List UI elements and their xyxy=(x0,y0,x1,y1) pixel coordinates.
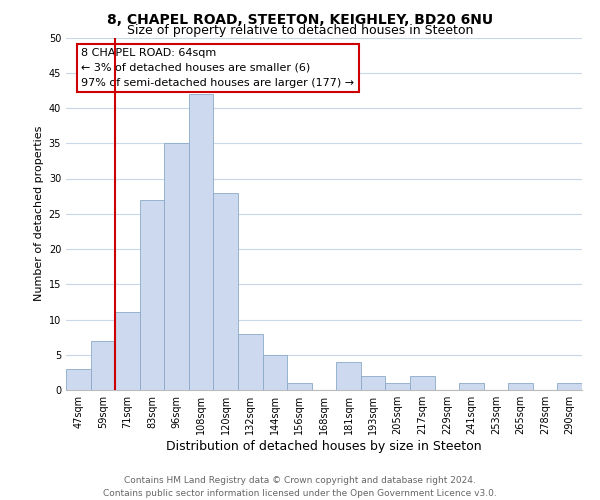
Y-axis label: Number of detached properties: Number of detached properties xyxy=(34,126,44,302)
Bar xyxy=(214,192,238,390)
Bar xyxy=(459,383,484,390)
Text: 8 CHAPEL ROAD: 64sqm
← 3% of detached houses are smaller (6)
97% of semi-detache: 8 CHAPEL ROAD: 64sqm ← 3% of detached ho… xyxy=(82,48,355,88)
X-axis label: Distribution of detached houses by size in Steeton: Distribution of detached houses by size … xyxy=(166,440,482,453)
Bar xyxy=(140,200,164,390)
Bar xyxy=(115,312,140,390)
Bar xyxy=(189,94,214,390)
Bar xyxy=(385,383,410,390)
Bar xyxy=(410,376,434,390)
Bar xyxy=(66,369,91,390)
Text: Size of property relative to detached houses in Steeton: Size of property relative to detached ho… xyxy=(127,24,473,37)
Bar xyxy=(287,383,312,390)
Bar xyxy=(238,334,263,390)
Bar xyxy=(508,383,533,390)
Bar xyxy=(557,383,582,390)
Bar xyxy=(263,355,287,390)
Bar xyxy=(91,340,115,390)
Text: 8, CHAPEL ROAD, STEETON, KEIGHLEY, BD20 6NU: 8, CHAPEL ROAD, STEETON, KEIGHLEY, BD20 … xyxy=(107,12,493,26)
Bar xyxy=(361,376,385,390)
Text: Contains HM Land Registry data © Crown copyright and database right 2024.
Contai: Contains HM Land Registry data © Crown c… xyxy=(103,476,497,498)
Bar xyxy=(336,362,361,390)
Bar xyxy=(164,143,189,390)
